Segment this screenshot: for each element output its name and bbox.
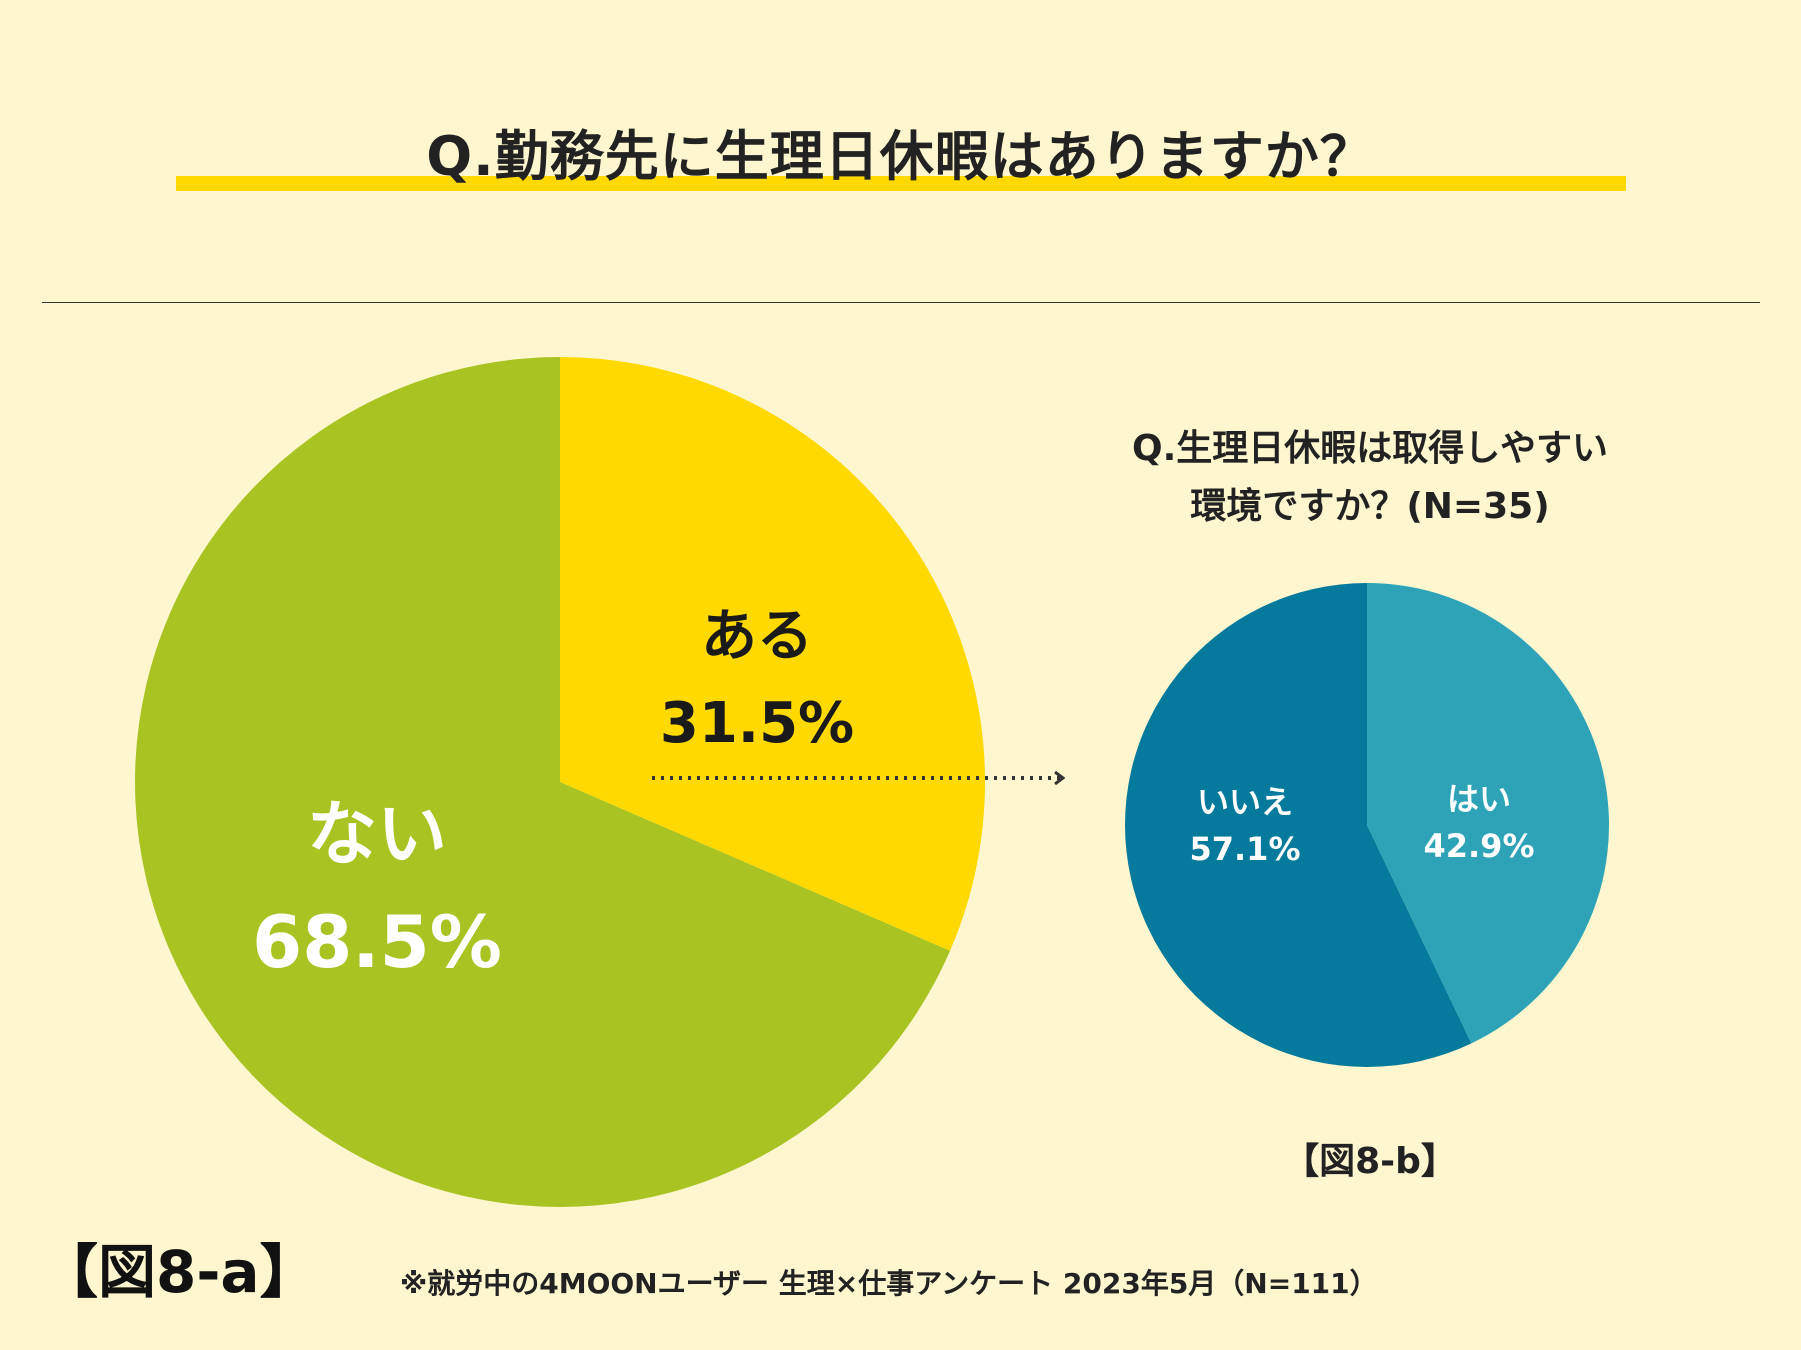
pie-b-slice-iie [1124,582,1472,1067]
pie-b-label-hai: はい [1447,780,1511,818]
pie-b-slice-hai [1367,583,1609,1044]
sub-question-line-2: 環境ですか？(N=35) [1190,486,1550,527]
pie-a-label-aru: ある [701,604,813,669]
pie-b-value-hai: 42.9% [1423,827,1534,865]
pie-a: ある 31.5% ない 68.5% [134,357,985,1207]
figure-label-b: 【図8-b】 [1283,1141,1457,1182]
pie-a-slice-aru [560,357,985,951]
pie-a-slice-nai [134,357,951,1207]
figure-label-a: 【図8-a】 [40,1238,318,1306]
title-underline [176,176,1626,191]
pie-a-label-nai: ない [307,793,447,875]
sub-question: Q.生理日休暇は取得しやすい 環境ですか？(N=35) [1040,420,1700,536]
page-title: Q.勤務先に生理日休暇はありますか？ [426,125,1375,188]
source-note: ※就労中の4MOONユーザー 生理×仕事アンケート 2023年5月（N=111） [400,1267,1378,1300]
pie-b-label-iie: いいえ [1197,783,1293,821]
pie-b: はい 42.9% いいえ 57.1% [1124,582,1609,1067]
pie-a-value-nai: 68.5% [252,900,502,984]
divider [42,302,1760,303]
pie-b-value-iie: 57.1% [1189,830,1300,868]
sub-question-line-1: Q.生理日休暇は取得しやすい [1132,428,1608,469]
pie-a-value-aru: 31.5% [660,691,854,756]
